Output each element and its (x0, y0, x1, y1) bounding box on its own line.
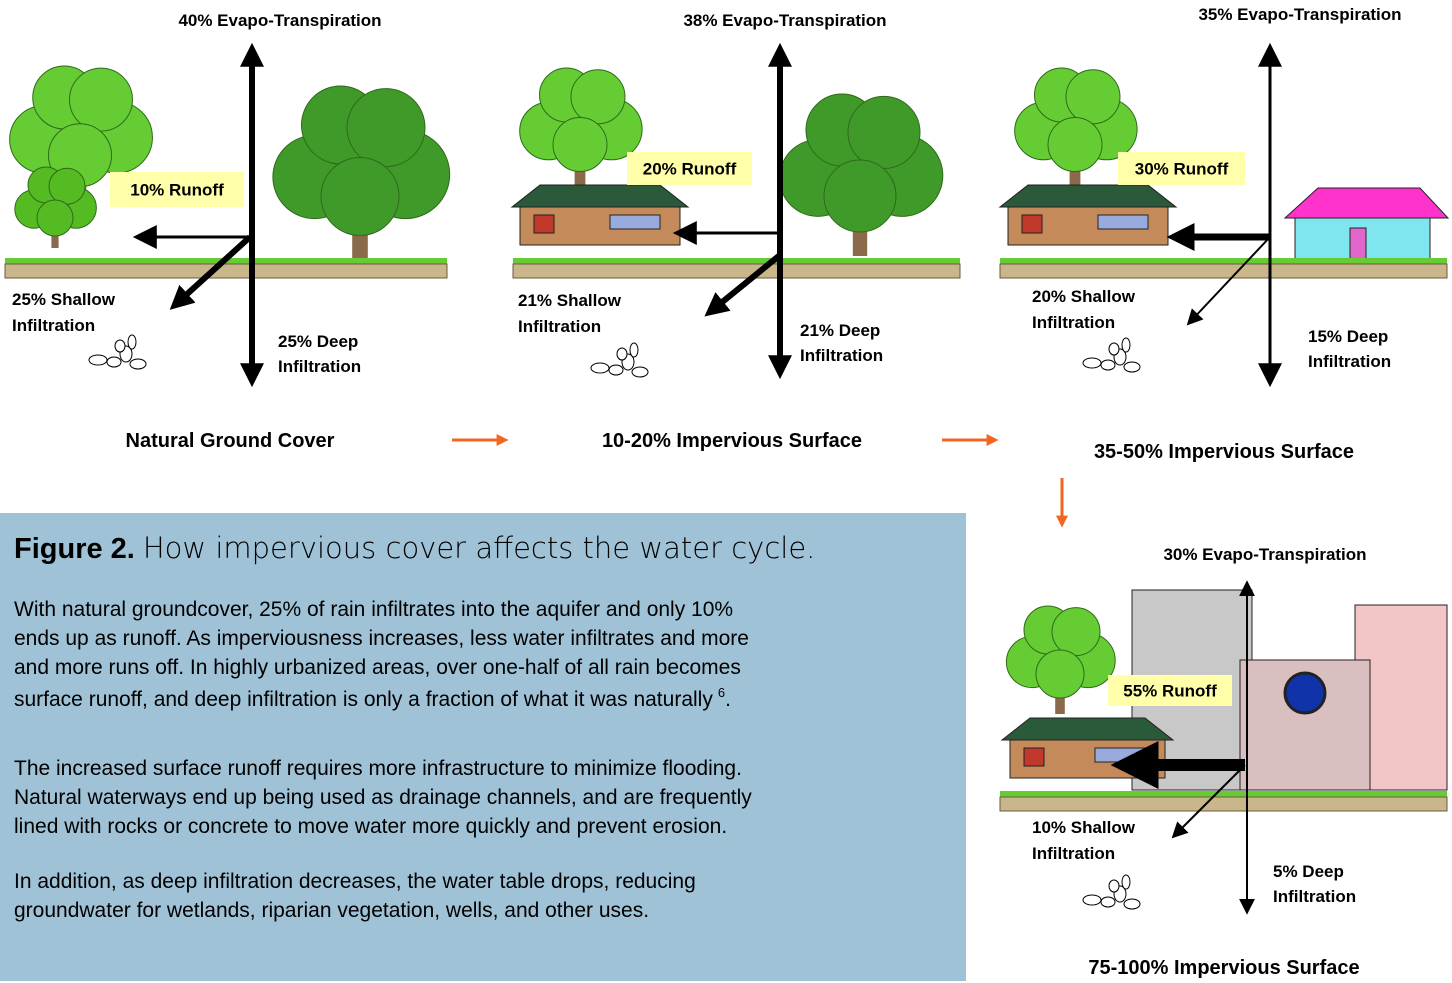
paragraph-line: With natural groundcover, 25% of rain in… (14, 598, 733, 621)
tree-leaves (1052, 608, 1100, 656)
paragraph-line: surface runoff, and deep infiltration is… (14, 685, 731, 711)
runoff-label: 10% Runoff (130, 181, 224, 200)
figure-title-text: How impervious cover affects the water c… (143, 531, 816, 565)
panel-caption: 75-100% Impervious Surface (1088, 957, 1359, 979)
rock (1083, 895, 1101, 905)
rock (1101, 360, 1115, 370)
paragraph-end: . (725, 688, 731, 711)
shallow-label: 10% Shallow (1032, 818, 1136, 837)
tree-leaves (70, 68, 133, 131)
house-roof (1002, 718, 1173, 740)
tree-leaves (1048, 118, 1102, 172)
ground-grass (1000, 258, 1447, 264)
ground-soil (1000, 797, 1447, 811)
ground-grass (513, 258, 960, 264)
paragraph-line: The increased surface runoff requires mo… (14, 757, 742, 780)
shallow-arrow (1190, 237, 1270, 322)
tree-leaves (848, 96, 920, 168)
figure-label: Figure 2. (14, 533, 135, 565)
ground-grass (1000, 791, 1447, 797)
tree-leaves (37, 200, 73, 236)
shallow-label: 21% Shallow (518, 291, 622, 310)
ground-soil (1000, 264, 1447, 278)
rock (130, 359, 146, 369)
house-roof (1000, 185, 1176, 207)
rock (107, 357, 121, 367)
runoff-label: 20% Runoff (643, 160, 737, 179)
rock (1124, 899, 1140, 909)
runoff-label: 30% Runoff (1135, 160, 1229, 179)
tree-leaves (824, 160, 896, 232)
deep-label: Infiltration (1273, 887, 1356, 906)
rock (609, 365, 623, 375)
building-window (1285, 673, 1325, 713)
rock (632, 367, 648, 377)
deep-label: 25% Deep (278, 332, 358, 351)
tree-leaves (553, 118, 607, 172)
rock (1109, 343, 1119, 355)
deep-label: Infiltration (1308, 352, 1391, 371)
evapotranspiration-label: 35% Evapo-Transpiration (1198, 5, 1401, 24)
rock (1124, 362, 1140, 372)
tree-leaves (571, 70, 625, 124)
paragraph-line: groundwater for wetlands, riparian veget… (14, 899, 649, 922)
rock (591, 363, 609, 373)
house-window (534, 215, 554, 233)
rock (630, 343, 638, 357)
tree-leaves (1036, 650, 1084, 698)
deep-label: 15% Deep (1308, 327, 1388, 346)
evapotranspiration-label: 40% Evapo-Transpiration (178, 11, 381, 30)
rock (1083, 358, 1101, 368)
panel-caption: 35-50% Impervious Surface (1094, 441, 1354, 463)
rock (1109, 880, 1119, 892)
rock (617, 348, 627, 360)
house-roof (1285, 188, 1448, 218)
runoff-label: 55% Runoff (1123, 682, 1217, 701)
paragraph-line: Natural waterways end up being used as d… (14, 786, 752, 809)
house-door (1350, 228, 1366, 260)
shallow-label: Infiltration (1032, 313, 1115, 332)
tree-leaves (347, 89, 425, 167)
panel-caption: Natural Ground Cover (126, 430, 335, 452)
paragraph-line: lined with rocks or concrete to move wat… (14, 815, 727, 838)
figure: 10% Runoff 40% Evapo-Transpiration 25% Sha… (0, 0, 1452, 983)
evapotranspiration-label: 38% Evapo-Transpiration (683, 11, 886, 30)
house-window (1022, 215, 1042, 233)
deep-label: 5% Deep (1273, 862, 1344, 881)
tree-leaves (321, 158, 399, 236)
tree-leaves (1066, 70, 1120, 124)
shallow-label: 25% Shallow (12, 290, 116, 309)
paragraph-line: and more runs off. In highly urbanized a… (14, 656, 741, 679)
tree-leaves (49, 168, 85, 204)
deep-label: Infiltration (800, 346, 883, 365)
shallow-label: Infiltration (1032, 844, 1115, 863)
deep-label: Infiltration (278, 357, 361, 376)
rock (128, 335, 136, 349)
paragraph-line: In addition, as deep infiltration decrea… (14, 870, 696, 893)
panel-caption: 10-20% Impervious Surface (602, 430, 862, 452)
shallow-label: Infiltration (12, 316, 95, 335)
figure-title: Figure 2.How impervious cover affects th… (14, 531, 815, 565)
rock (89, 355, 107, 365)
shallow-label: Infiltration (518, 317, 601, 336)
rock (115, 340, 125, 352)
rock (1122, 338, 1130, 352)
house-window (1098, 215, 1148, 229)
deep-label: 21% Deep (800, 321, 880, 340)
footnote-ref: 6 (718, 685, 725, 700)
ground-soil (5, 264, 447, 278)
house-window (610, 215, 660, 229)
rock (1122, 875, 1130, 889)
page: 10% Runoff 40% Evapo-Transpiration 25% Sha… (0, 0, 1452, 983)
evapotranspiration-label: 30% Evapo-Transpiration (1163, 545, 1366, 564)
house-window (1024, 748, 1044, 766)
paragraph-line: ends up as runoff. As imperviousness inc… (14, 627, 749, 650)
rock (1101, 897, 1115, 907)
ground-soil (513, 264, 960, 278)
shallow-label: 20% Shallow (1032, 287, 1136, 306)
house-roof (512, 185, 688, 207)
paragraph-text: surface runoff, and deep infiltration is… (14, 688, 713, 711)
